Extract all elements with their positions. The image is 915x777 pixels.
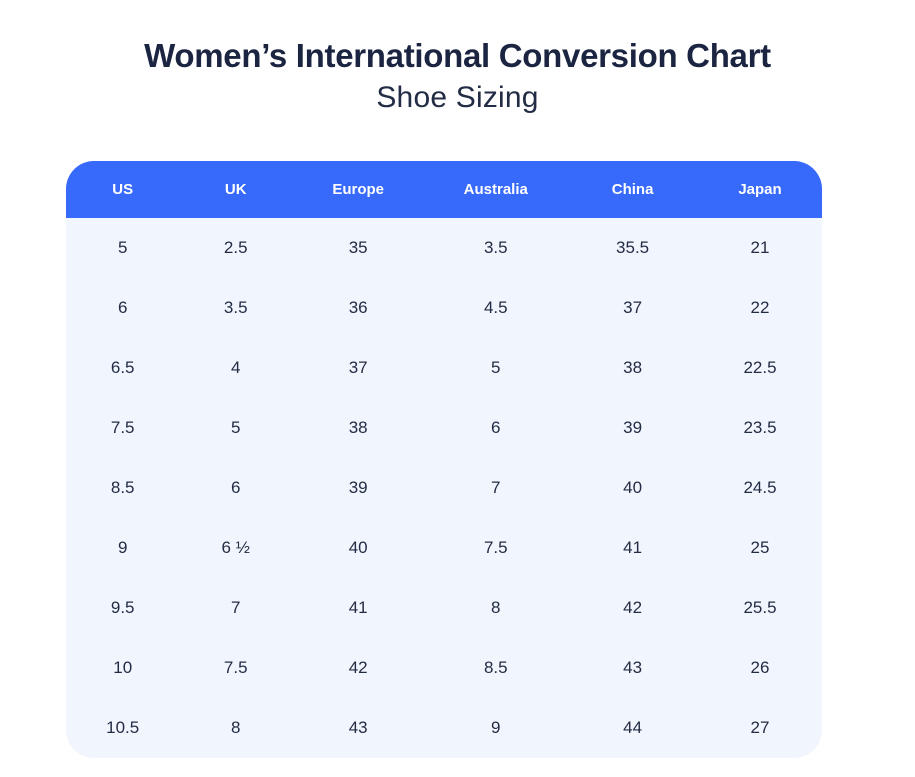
table-cell: 4.5 <box>424 278 568 338</box>
table-cell: 3.5 <box>424 218 568 278</box>
table-cell: 27 <box>697 698 822 758</box>
table-cell: 41 <box>292 578 425 638</box>
table-cell: 39 <box>292 458 425 518</box>
table-row: 5 2.5 35 3.5 35.5 21 <box>66 218 822 278</box>
table-row: 10 7.5 42 8.5 43 26 <box>66 638 822 698</box>
table-cell: 25.5 <box>697 578 822 638</box>
table-row: 9.5 7 41 8 42 25.5 <box>66 578 822 638</box>
conversion-table: US UK Europe Australia China Japan 5 2.5… <box>66 161 822 758</box>
table-cell: 7.5 <box>66 398 180 458</box>
table-cell: 42 <box>292 638 425 698</box>
table-cell: 35.5 <box>567 218 698 278</box>
table-cell: 38 <box>567 338 698 398</box>
table-cell: 22 <box>697 278 822 338</box>
table-cell: 8 <box>424 578 568 638</box>
table-cell: 25 <box>697 518 822 578</box>
table-cell: 10.5 <box>66 698 180 758</box>
table-cell: 23.5 <box>697 398 822 458</box>
table-row: 6 3.5 36 4.5 37 22 <box>66 278 822 338</box>
column-header-australia: Australia <box>424 161 568 218</box>
table-cell: 7.5 <box>424 518 568 578</box>
table-cell: 40 <box>292 518 425 578</box>
table-cell: 7.5 <box>179 638 293 698</box>
table-cell: 6 <box>66 278 180 338</box>
shoe-size-table: US UK Europe Australia China Japan 5 2.5… <box>66 161 822 758</box>
table-cell: 6 <box>179 458 293 518</box>
table-header-row: US UK Europe Australia China Japan <box>66 161 822 218</box>
table-cell: 9.5 <box>66 578 180 638</box>
table-cell: 24.5 <box>697 458 822 518</box>
table-cell: 10 <box>66 638 180 698</box>
table-row: 9 6 ½ 40 7.5 41 25 <box>66 518 822 578</box>
table-cell: 44 <box>567 698 698 758</box>
table-cell: 39 <box>567 398 698 458</box>
table-cell: 36 <box>292 278 425 338</box>
table-cell: 6 <box>424 398 568 458</box>
table-cell: 3.5 <box>179 278 293 338</box>
page-subtitle: Shoe Sizing <box>376 81 539 114</box>
column-header-china: China <box>567 161 698 218</box>
column-header-uk: UK <box>179 161 293 218</box>
table-cell: 5 <box>424 338 568 398</box>
table-cell: 2.5 <box>179 218 293 278</box>
column-header-japan: Japan <box>697 161 822 218</box>
table-cell: 43 <box>567 638 698 698</box>
table-cell: 22.5 <box>697 338 822 398</box>
page-title: Women’s International Conversion Chart <box>144 37 771 74</box>
table-cell: 7 <box>179 578 293 638</box>
table-cell: 7 <box>424 458 568 518</box>
table-cell: 6 ½ <box>179 518 293 578</box>
page-header: Women’s International Conversion Chart S… <box>0 0 915 117</box>
table-cell: 40 <box>567 458 698 518</box>
table-row: 6.5 4 37 5 38 22.5 <box>66 338 822 398</box>
table-body: 5 2.5 35 3.5 35.5 21 6 3.5 36 4.5 37 22 … <box>66 218 822 758</box>
table-row: 8.5 6 39 7 40 24.5 <box>66 458 822 518</box>
table-cell: 38 <box>292 398 425 458</box>
table-cell: 8.5 <box>424 638 568 698</box>
table-row: 10.5 8 43 9 44 27 <box>66 698 822 758</box>
table-cell: 6.5 <box>66 338 180 398</box>
column-header-us: US <box>66 161 180 218</box>
table-cell: 8.5 <box>66 458 180 518</box>
table-cell: 8 <box>179 698 293 758</box>
table-cell: 37 <box>567 278 698 338</box>
table-cell: 43 <box>292 698 425 758</box>
column-header-europe: Europe <box>292 161 425 218</box>
table-cell: 26 <box>697 638 822 698</box>
table-cell: 41 <box>567 518 698 578</box>
table-cell: 5 <box>66 218 180 278</box>
table-cell: 21 <box>697 218 822 278</box>
table-cell: 9 <box>424 698 568 758</box>
table-cell: 42 <box>567 578 698 638</box>
table-cell: 37 <box>292 338 425 398</box>
table-row: 7.5 5 38 6 39 23.5 <box>66 398 822 458</box>
table-cell: 9 <box>66 518 180 578</box>
table-cell: 4 <box>179 338 293 398</box>
table-cell: 5 <box>179 398 293 458</box>
table-cell: 35 <box>292 218 425 278</box>
